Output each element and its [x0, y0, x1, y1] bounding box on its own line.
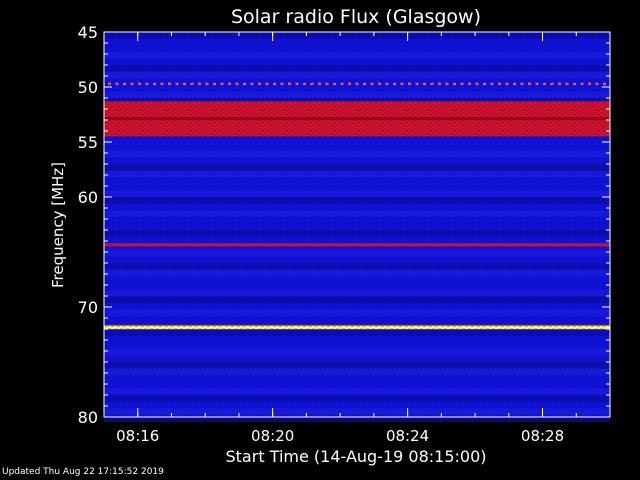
y-axis: 45 50 55 60 70 80 [78, 23, 610, 427]
updated-timestamp: Updated Thu Aug 22 17:15:52 2019 [2, 467, 164, 477]
y-tick-label: 55 [78, 133, 98, 152]
y-axis-label: Frequency [MHz] [49, 162, 67, 288]
x-tick-label: 08:16 [116, 427, 159, 445]
x-axis: 08:16 08:20 08:24 08:28 [116, 32, 577, 445]
y-tick-label: 70 [78, 298, 98, 317]
y-tick-label: 60 [78, 188, 98, 207]
y-tick-label: 45 [78, 23, 98, 42]
y-tick-label: 80 [78, 408, 98, 427]
x-axis-label: Start Time (14-Aug-19 08:15:00) [226, 447, 487, 466]
texture-stripe [104, 414, 610, 422]
x-tick-label: 08:28 [521, 427, 564, 445]
plot-frame [103, 31, 611, 418]
y-tick-label: 50 [78, 78, 98, 97]
x-tick-label: 08:20 [251, 427, 294, 445]
noise-overlay [104, 32, 610, 417]
chart-title: Solar radio Flux (Glasgow) [231, 6, 481, 28]
x-tick-label: 08:24 [386, 427, 429, 445]
